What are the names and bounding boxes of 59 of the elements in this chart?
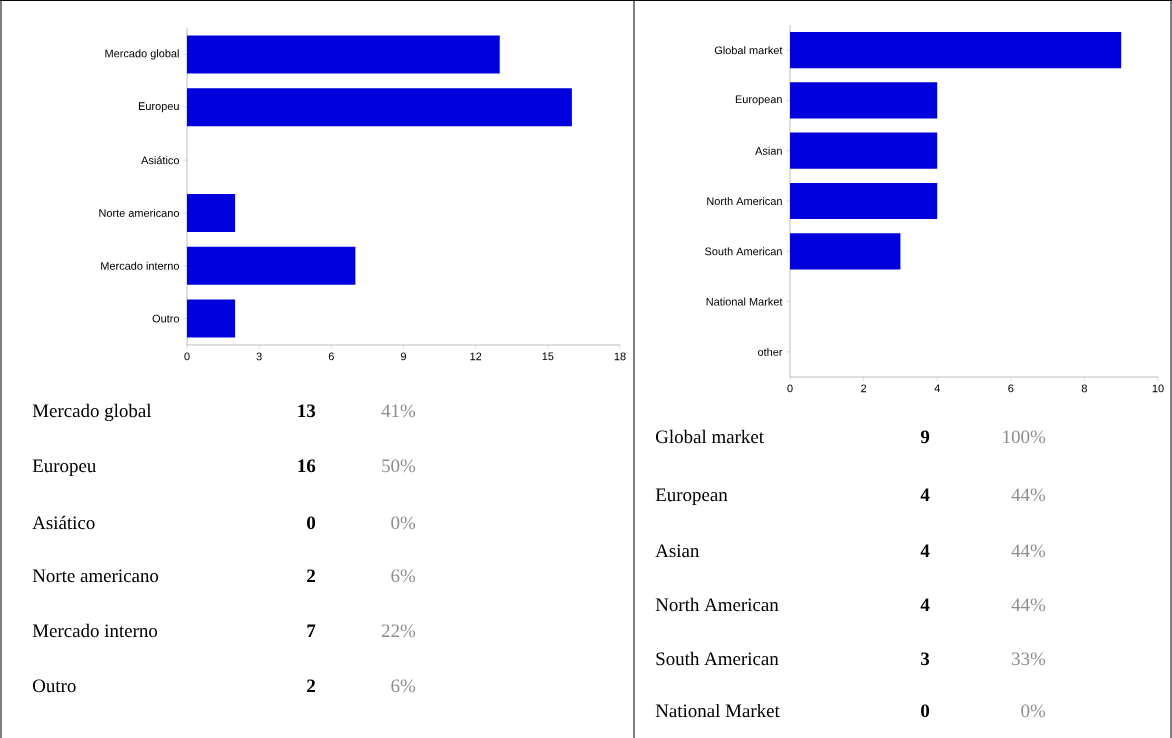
- text: 4: [920, 544, 930, 557]
- x-tick-label: 15: [542, 352, 554, 361]
- category-label: Outro: [32, 679, 76, 693]
- y-tick-label: Mercado interno: [101, 261, 179, 270]
- text: 13: [298, 404, 316, 418]
- text: 4: [920, 488, 930, 501]
- y-tick-label: Global market: [714, 46, 783, 55]
- x-tick-label: 3: [256, 352, 262, 361]
- text: 44%: [1011, 544, 1046, 558]
- x-tick-label: 10: [1152, 384, 1164, 393]
- y-tick-label: Europeu: [138, 102, 179, 113]
- category-label: Global market: [655, 429, 764, 444]
- y-tick-label: other: [757, 347, 783, 356]
- text: 2: [307, 679, 315, 692]
- x-tick-label: 9: [400, 352, 407, 361]
- x-tick-label: 18: [614, 352, 626, 361]
- x-tick-label: 0: [184, 352, 190, 361]
- x-tick-label: 2: [861, 384, 867, 393]
- x-tick-label: 6: [328, 352, 334, 361]
- category-label: Norte americano: [32, 569, 159, 583]
- text: 0: [921, 704, 930, 718]
- text: 0%: [1021, 704, 1046, 718]
- category-label: Asiático: [32, 515, 95, 530]
- text: 44%: [1011, 598, 1046, 612]
- text: 7: [307, 624, 316, 637]
- text: 50%: [382, 459, 416, 473]
- text: 9: [920, 430, 930, 444]
- text: 41%: [381, 404, 416, 418]
- text: 2: [307, 569, 315, 582]
- text: 0: [307, 516, 316, 530]
- x-tick-label: 8: [1081, 384, 1087, 393]
- category-label: Europeu: [32, 459, 97, 477]
- category-label: European: [655, 488, 728, 506]
- y-tick-label: South American: [705, 247, 782, 256]
- y-tick-label: European: [735, 95, 782, 106]
- text: 0%: [391, 516, 416, 530]
- text: 33%: [1012, 652, 1046, 666]
- y-tick-label: Asian: [755, 146, 782, 155]
- y-tick-label: Mercado global: [105, 49, 179, 60]
- y-tick-label: North American: [707, 196, 782, 206]
- text: 6%: [391, 679, 416, 693]
- category-label: Asian: [655, 544, 700, 558]
- y-tick-label: Asiático: [141, 156, 180, 165]
- text: 6%: [391, 569, 416, 583]
- category-label: Mercado global: [32, 403, 152, 422]
- y-tick-label: National Market: [706, 297, 783, 306]
- text: 44%: [1011, 488, 1046, 502]
- x-tick-label: 0: [787, 384, 793, 393]
- x-tick-label: 4: [934, 384, 940, 393]
- text: 3: [921, 652, 930, 666]
- category-label: Mercado interno: [32, 623, 158, 638]
- x-tick-label: 6: [1008, 384, 1014, 393]
- y-tick-label: Norte americano: [99, 208, 179, 217]
- text: 4: [920, 598, 930, 611]
- x-tick-label: 12: [470, 352, 482, 361]
- text: 100%: [1003, 430, 1046, 444]
- y-tick-label: Outro: [152, 314, 180, 323]
- text: 22%: [381, 624, 416, 638]
- text: 16: [298, 459, 316, 473]
